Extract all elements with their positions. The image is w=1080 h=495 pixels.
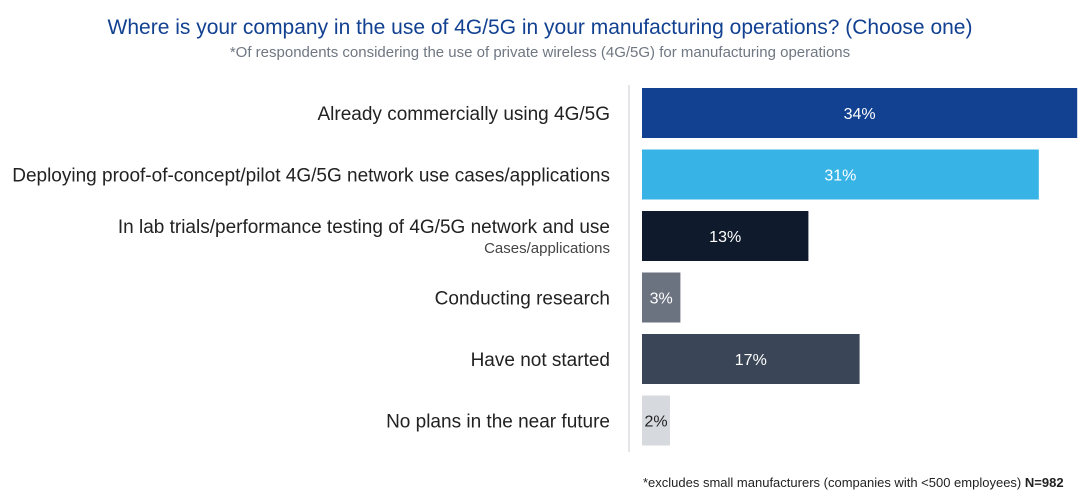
bars-group: 34% Already commercially using 4G/5G 31% De… <box>12 88 1078 446</box>
footnote: *excludes small manufacturers (companies… <box>643 475 1064 490</box>
value-label-3: 3% <box>650 291 673 308</box>
bar-4 <box>642 334 860 384</box>
chart-title: Where is your company in the use of 4G/5… <box>107 16 973 39</box>
value-label-1: 31% <box>824 168 856 185</box>
value-label-5: 2% <box>644 414 667 431</box>
category-label-5: No plans in the near future <box>386 412 610 433</box>
bar-5 <box>642 395 670 446</box>
bar-2 <box>642 211 809 261</box>
value-label-4: 17% <box>735 352 767 369</box>
bar-3 <box>642 272 681 323</box>
chart-subtitle: *Of respondents considering the use of p… <box>229 44 851 61</box>
value-label-2: 13% <box>709 229 741 246</box>
bar-0 <box>642 88 1078 138</box>
bar-1 <box>642 149 1039 200</box>
footnote-text: *excludes small manufacturers (companies… <box>643 475 1025 490</box>
category-sublabel-2: Cases/applications <box>484 240 610 257</box>
sample-size: N=982 <box>1024 475 1064 490</box>
category-label-3: Conducting research <box>435 289 610 310</box>
category-label-2: In lab trials/performance testing of 4G/… <box>118 217 610 238</box>
value-label-0: 34% <box>844 106 876 123</box>
category-label-4: Have not started <box>471 350 610 371</box>
category-label-1: Deploying proof-of-concept/pilot 4G/5G n… <box>12 166 610 187</box>
category-label-0: Already commercially using 4G/5G <box>318 104 611 125</box>
